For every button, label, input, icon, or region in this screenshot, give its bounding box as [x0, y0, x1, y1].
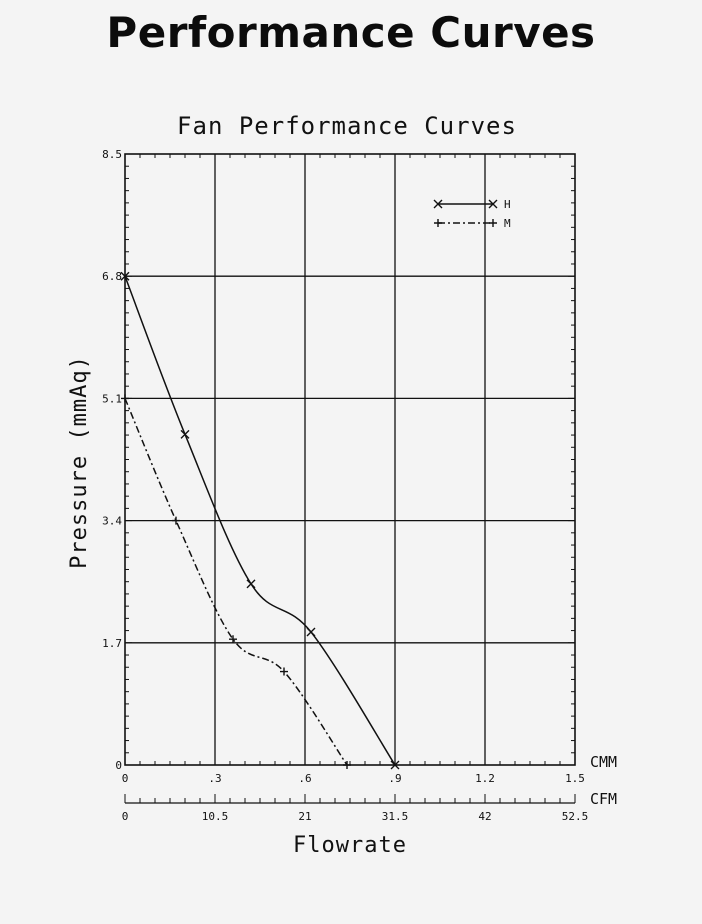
data-point-h [180, 429, 190, 439]
chart-axes: 0 .3 .6 .9 1.2 1.5 0 1.7 3.4 5.1 6.8 8.5 0 10.5 21 31.5… [102, 148, 588, 823]
x-tick-label: .9 [388, 772, 401, 785]
data-point-h [390, 760, 400, 770]
data-point-m [229, 635, 237, 644]
chart-series [120, 271, 400, 770]
y-tick-label: 3.4 [102, 515, 122, 528]
data-point-m [343, 761, 351, 769]
cfm-tick-label: 42 [478, 810, 491, 823]
x-tick-label: .6 [298, 772, 311, 785]
chart-grid [125, 154, 575, 765]
legend-marker-m [434, 219, 442, 227]
chart-title: Fan Performance Curves [177, 112, 517, 140]
x-unit-secondary-label: CFM [590, 790, 617, 808]
legend-marker-m [489, 219, 497, 227]
data-point-h [246, 579, 256, 589]
x-tick-label: 0 [122, 772, 129, 785]
data-point-m [121, 394, 129, 403]
data-point-m [280, 667, 288, 676]
cfm-tick-label: 10.5 [202, 810, 229, 823]
x-unit-primary-label: CMM [590, 753, 617, 771]
series-line-h [124, 275, 396, 766]
cfm-tick-label: 0 [122, 810, 129, 823]
cfm-tick-label: 21 [298, 810, 311, 823]
legend-label-m: M [504, 217, 511, 230]
y-tick-label: 8.5 [102, 148, 122, 161]
page-heading: Performance Curves [106, 8, 596, 57]
chart-legend: HM [433, 198, 511, 230]
y-axis-title: Pressure (mmAq) [67, 355, 92, 569]
plot-frame [124, 153, 576, 766]
cfm-tick-label: 52.5 [562, 810, 589, 823]
x-tick-label: 1.5 [565, 772, 585, 785]
data-point-h [120, 271, 130, 281]
y-tick-label: 5.1 [102, 392, 122, 405]
series-line-m [124, 398, 348, 766]
x-axis-title: Flowrate [293, 833, 407, 858]
data-point-m [172, 516, 180, 525]
legend-marker-h [433, 199, 443, 209]
cfm-tick-label: 31.5 [382, 810, 409, 823]
x-tick-label: 1.2 [475, 772, 495, 785]
x-tick-label: .3 [208, 772, 221, 785]
legend-label-h: H [504, 198, 511, 211]
legend-marker-h [488, 199, 498, 209]
data-point-h [306, 627, 316, 637]
y-tick-label: 6.8 [102, 270, 122, 283]
y-tick-label: 1.7 [102, 637, 122, 650]
y-tick-label: 0 [115, 759, 122, 772]
